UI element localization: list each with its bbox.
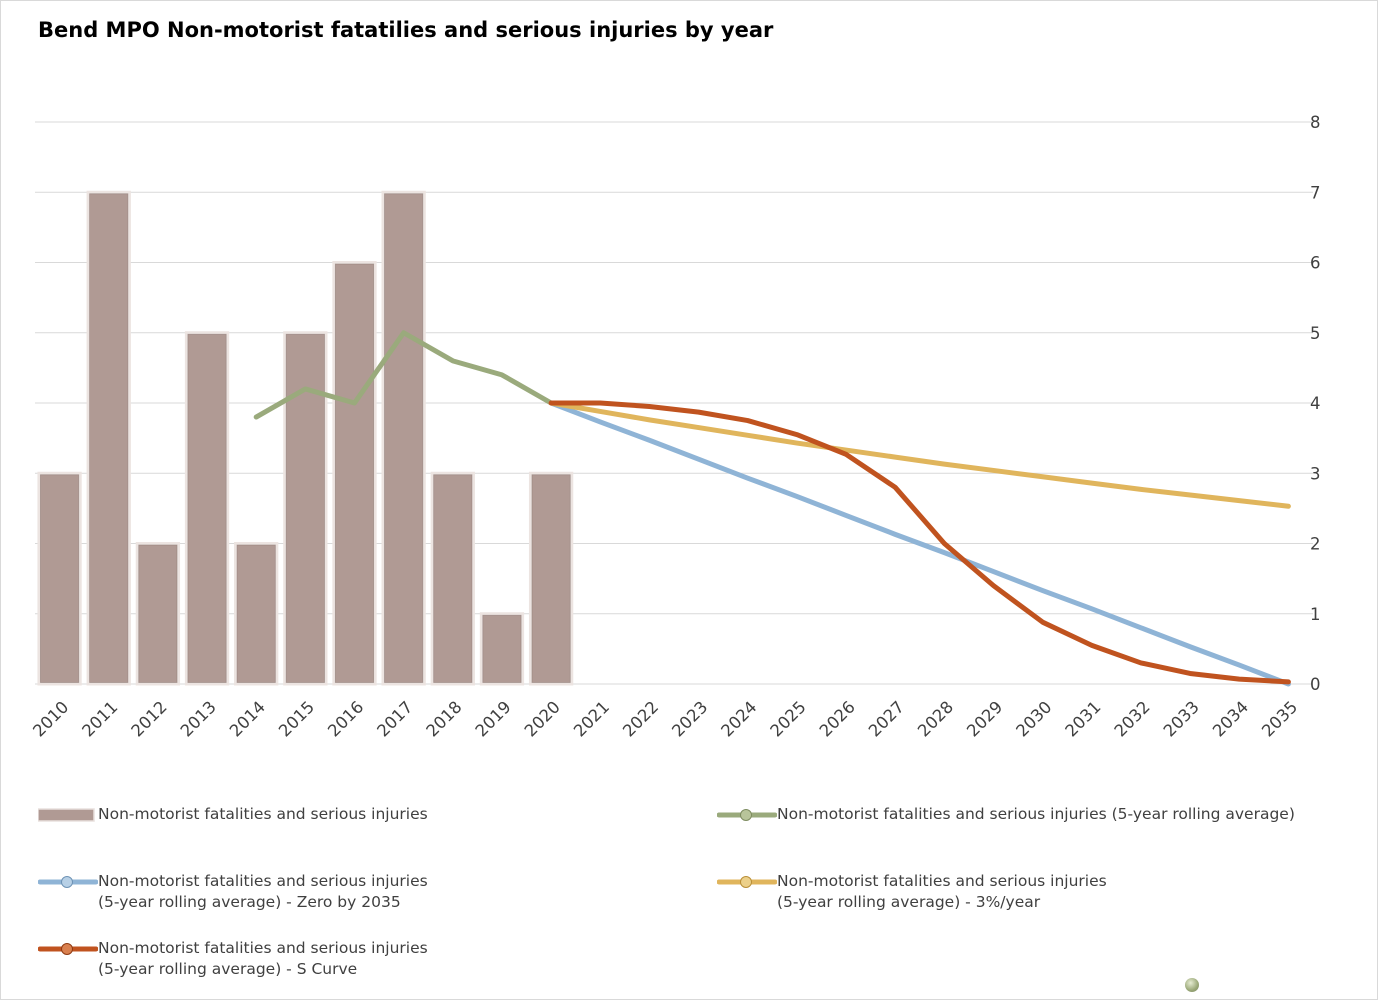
legend-rolling-swatch — [717, 809, 777, 821]
marker-dot-icon — [1185, 978, 1199, 992]
x-tick-label: 2015 — [275, 697, 318, 740]
x-tick-label: 2028 — [914, 697, 957, 740]
x-tick-label: 2025 — [767, 697, 810, 740]
bar-edge — [482, 614, 522, 683]
legend-pct-swatch — [717, 876, 777, 888]
legend-label-bars: Non-motorist fatalities and serious inju… — [98, 805, 428, 823]
x-tick-label: 2018 — [423, 697, 466, 740]
legend-label-rolling: Non-motorist fatalities and serious inju… — [777, 805, 1295, 823]
x-tick-label: 2035 — [1258, 697, 1301, 740]
legend-item-rolling: Non-motorist fatalities and serious inju… — [717, 804, 1357, 826]
x-tick-label: 2022 — [619, 697, 662, 740]
bar-edge — [384, 193, 424, 683]
x-tick-label: 2031 — [1062, 697, 1105, 740]
x-tick-label: 2019 — [472, 697, 515, 740]
legend-item-zero: Non-motorist fatalities and serious inju… — [38, 871, 458, 915]
legend-item-pct: Non-motorist fatalities and serious inju… — [717, 871, 1137, 915]
bar-edge — [531, 474, 571, 683]
bar — [184, 331, 230, 686]
bar-edge — [89, 193, 129, 683]
legend-item-bars: Non-motorist fatalities and serious inju… — [38, 804, 458, 826]
x-tick-label: 2021 — [570, 697, 613, 740]
legend-label-pct-2: (5-year rolling average) - 3%/year — [777, 893, 1041, 911]
bar-edge — [40, 474, 80, 683]
bar — [37, 471, 82, 686]
bar-edge — [236, 544, 276, 683]
bar-edge — [285, 333, 325, 683]
y-tick-label: 8 — [1310, 113, 1321, 132]
x-tick-label: 2016 — [324, 697, 367, 740]
y-tick-label: 6 — [1310, 254, 1321, 273]
legend-label-zero-2: (5-year rolling average) - Zero by 2035 — [98, 893, 401, 911]
y-tick-label: 5 — [1310, 324, 1321, 343]
series-line — [253, 330, 554, 420]
bar — [430, 471, 475, 686]
x-tick-label: 2029 — [963, 697, 1006, 740]
x-tick-label: 2012 — [128, 697, 171, 740]
series-line — [548, 400, 1291, 687]
bar-edge — [433, 474, 473, 683]
x-tick-label: 2033 — [1160, 697, 1203, 740]
x-tick-label: 2020 — [521, 697, 564, 740]
bar — [234, 542, 279, 686]
y-tick-label: 4 — [1310, 394, 1321, 413]
y-tick-label: 0 — [1310, 675, 1321, 694]
chart-title: Bend MPO Non-motorist fatatilies and ser… — [38, 18, 774, 42]
series-line — [548, 400, 1291, 685]
bar-edge — [334, 263, 375, 683]
bar — [528, 471, 574, 686]
legend-label-zero-1: Non-motorist fatalities and serious inju… — [98, 872, 428, 890]
bar-edge — [187, 333, 227, 683]
x-tick-label: 2013 — [177, 697, 220, 740]
legend-label-scurve-2: (5-year rolling average) - S Curve — [98, 960, 358, 978]
legend-label-pct-1: Non-motorist fatalities and serious inju… — [777, 872, 1107, 890]
x-tick-label: 2014 — [226, 697, 269, 740]
bar-edge — [138, 544, 178, 683]
legend-item-scurve: Non-motorist fatalities and serious inju… — [38, 938, 458, 982]
x-tick-label: 2010 — [29, 697, 72, 740]
bar — [283, 331, 328, 686]
y-tick-label: 7 — [1310, 183, 1321, 202]
x-tick-label: 2027 — [865, 697, 908, 740]
y-tick-label: 2 — [1310, 535, 1321, 554]
bar — [332, 261, 377, 686]
legend-zero-swatch — [38, 876, 98, 888]
y-tick-label: 1 — [1310, 605, 1321, 624]
bar — [479, 612, 525, 686]
bar — [381, 190, 426, 686]
x-tick-label: 2032 — [1111, 697, 1154, 740]
legend-bar-swatch — [38, 808, 95, 822]
series-line — [548, 400, 1291, 509]
x-tick-label: 2011 — [78, 697, 121, 740]
legend-label-scurve-1: Non-motorist fatalities and serious inju… — [98, 939, 428, 957]
x-tick-label: 2017 — [373, 697, 416, 740]
x-tick-label: 2023 — [668, 697, 711, 740]
x-tick-label: 2024 — [717, 697, 760, 740]
x-tick-label: 2034 — [1209, 697, 1252, 740]
legend-scurve-swatch — [38, 943, 98, 955]
x-tick-label: 2026 — [816, 697, 859, 740]
y-tick-label: 3 — [1310, 464, 1321, 483]
x-tick-label: 2030 — [1012, 697, 1055, 740]
bar — [86, 190, 131, 686]
bar — [135, 542, 181, 686]
